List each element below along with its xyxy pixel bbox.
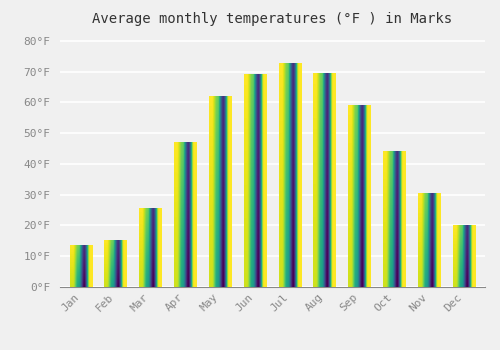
Bar — [70, 245, 92, 287]
Bar — [174, 142, 197, 287]
Bar — [348, 105, 371, 287]
Title: Average monthly temperatures (°F ) in Marks: Average monthly temperatures (°F ) in Ma… — [92, 12, 452, 26]
Bar — [104, 241, 127, 287]
Bar — [453, 225, 475, 287]
Bar — [278, 64, 301, 287]
Bar — [140, 209, 162, 287]
Bar — [244, 75, 266, 287]
Bar — [314, 73, 336, 287]
Bar — [209, 96, 232, 287]
Bar — [383, 152, 406, 287]
Bar — [418, 193, 440, 287]
